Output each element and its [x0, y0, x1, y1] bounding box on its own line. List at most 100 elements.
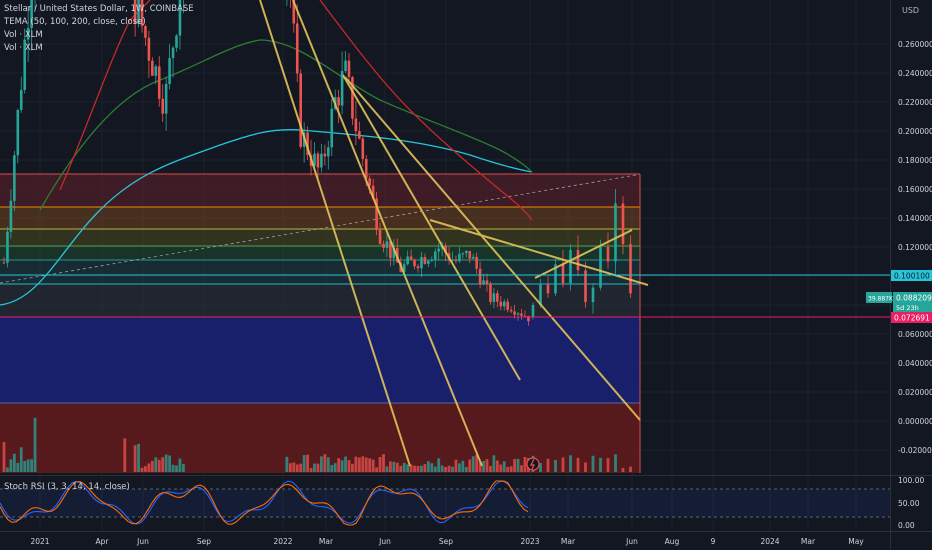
x-axis: 2021 Apr Jun Sep 2022 Mar Jun Sep 2023 Mar Jun Aug 9…: [30, 537, 864, 546]
candle-body: [133, 0, 137, 24]
volume-bar: [437, 458, 441, 472]
candle-body: [375, 198, 378, 230]
candle-body: [599, 247, 602, 288]
candle-body: [478, 268, 482, 285]
x-tick-label: Sep: [197, 537, 211, 546]
volume-bar: [478, 462, 482, 472]
volume-bar: [458, 463, 461, 472]
volume-bar: [629, 466, 632, 472]
lightning-icon: [526, 457, 540, 471]
volume-bar: [371, 459, 375, 472]
level-tag-magenta: [891, 312, 932, 323]
volume-bar: [295, 464, 299, 472]
volume-bar: [409, 464, 413, 472]
volume-bar: [569, 455, 572, 472]
candle-body: [420, 257, 423, 269]
candle-body: [499, 301, 503, 307]
volume-bar: [171, 464, 175, 472]
candle-body: [316, 153, 320, 168]
volume-bar: [395, 462, 399, 472]
x-tick-label: 2022: [273, 537, 292, 546]
volume-bar: [123, 438, 127, 472]
y-tick-label: 0.120000: [898, 243, 932, 252]
candle-body: [351, 77, 354, 119]
x-tick-label: Apr: [96, 537, 110, 546]
candle-body: [506, 301, 509, 310]
volume-bar: [402, 462, 406, 472]
trendline-3: [342, 74, 521, 381]
volume-bar: [161, 457, 165, 472]
candle-body: [496, 293, 499, 302]
volume-bar: [621, 467, 625, 472]
candle-body: [516, 313, 520, 315]
candle-body: [164, 83, 168, 114]
volume-bar: [292, 462, 296, 472]
volume-bar: [361, 456, 365, 472]
volume-bar: [561, 457, 565, 472]
y-tick-label: 0.200000: [898, 127, 932, 136]
candle-body: [30, 0, 33, 29]
tema-100-line: [39, 39, 533, 211]
volume-bar: [413, 465, 416, 472]
candle-body: [513, 311, 516, 315]
y-tick-label: 0.240000: [898, 69, 932, 78]
candle-body: [358, 131, 361, 139]
volume-bar: [485, 459, 489, 472]
volume-bar: [340, 460, 344, 472]
candle-body: [409, 256, 413, 260]
volume-bar: [520, 465, 523, 472]
volume-bar: [423, 464, 427, 472]
candle-body: [354, 118, 358, 132]
candle-body: [340, 71, 344, 106]
volume-bar: [6, 467, 9, 472]
candle-body: [461, 253, 465, 255]
candle-body: [392, 247, 396, 259]
candle-body: [168, 58, 171, 84]
candle-body: [591, 287, 595, 303]
x-tick-label: 9: [711, 537, 716, 546]
candle-body: [614, 203, 617, 262]
candle-body: [454, 259, 458, 262]
candle-body: [6, 231, 9, 263]
candle-body: [475, 256, 478, 269]
candle-body: [621, 203, 625, 245]
fib-zone-red-top: [0, 174, 640, 207]
candle-body: [320, 153, 323, 168]
candle-body: [406, 256, 409, 265]
volume-bar: [144, 466, 147, 472]
candle-body: [458, 253, 461, 262]
volume-bar: [433, 466, 437, 472]
candle-body: [468, 250, 472, 259]
stoch-tick: 100.00: [898, 476, 924, 485]
candle-body: [485, 280, 489, 284]
candle-body: [554, 264, 557, 294]
event-icon[interactable]: [526, 457, 540, 471]
volume-bar: [591, 455, 595, 472]
volume-bar: [288, 463, 292, 472]
candle-body: [437, 248, 440, 252]
candle-body: [576, 249, 580, 271]
tema-50-line: [59, 0, 533, 221]
volume-bar: [416, 465, 420, 472]
volume-bar: [444, 467, 447, 472]
candle-body: [323, 153, 327, 157]
candle-body: [413, 259, 416, 267]
volume-bar: [447, 465, 451, 472]
candle-body: [157, 66, 161, 99]
volume-bar: [385, 466, 389, 472]
price-tags: 0.100100 39.887KM 0.088209 5d 23h 0.0726…: [866, 270, 932, 323]
candle-body: [364, 158, 368, 179]
volume-bar: [389, 461, 392, 472]
candle-body: [161, 98, 164, 114]
fib-zone-gray: [0, 284, 640, 317]
stoch-legend: Stoch RSI (3, 3, 14, 14, close): [4, 482, 130, 492]
volume-bar: [539, 463, 542, 472]
candle-body: [330, 108, 334, 148]
trendline-2: [292, 0, 483, 467]
x-tick-label: Mar: [561, 537, 576, 546]
x-tick-label: 2023: [520, 537, 539, 546]
candle-body: [175, 35, 178, 48]
volume-bar: [464, 466, 468, 472]
candle-body: [327, 147, 330, 157]
